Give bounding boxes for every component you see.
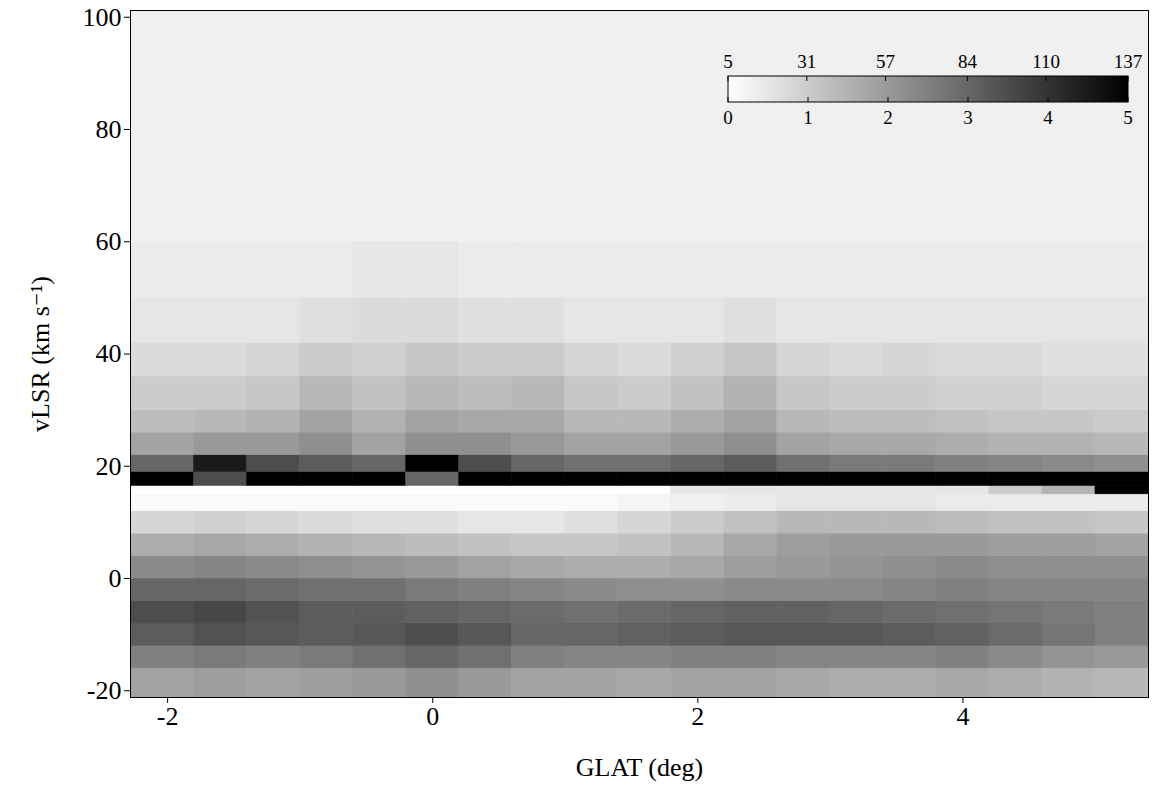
svg-text:vLSR (km s⁻¹): vLSR (km s⁻¹) (26, 276, 55, 432)
svg-text:40: 40 (96, 339, 122, 368)
svg-text:0: 0 (723, 107, 733, 128)
svg-text:60: 60 (96, 227, 122, 256)
svg-text:57: 57 (876, 51, 895, 72)
svg-text:0: 0 (109, 564, 122, 593)
svg-text:4: 4 (956, 702, 969, 731)
svg-text:31: 31 (797, 51, 816, 72)
svg-text:137: 137 (1114, 51, 1143, 72)
svg-text:2: 2 (691, 702, 704, 731)
svg-text:80: 80 (96, 115, 122, 144)
svg-text:GLAT (deg): GLAT (deg) (576, 753, 703, 782)
svg-text:3: 3 (963, 107, 973, 128)
svg-text:20: 20 (96, 452, 122, 481)
svg-text:2: 2 (883, 107, 893, 128)
svg-text:-2: -2 (157, 702, 179, 731)
svg-text:4: 4 (1043, 107, 1053, 128)
svg-text:110: 110 (1032, 51, 1060, 72)
svg-text:5: 5 (723, 51, 733, 72)
svg-text:100: 100 (83, 3, 122, 32)
svg-text:5: 5 (1123, 107, 1133, 128)
svg-text:-20: -20 (87, 676, 122, 705)
svg-text:84: 84 (958, 51, 978, 72)
svg-text:0: 0 (426, 702, 439, 731)
svg-text:1: 1 (803, 107, 813, 128)
